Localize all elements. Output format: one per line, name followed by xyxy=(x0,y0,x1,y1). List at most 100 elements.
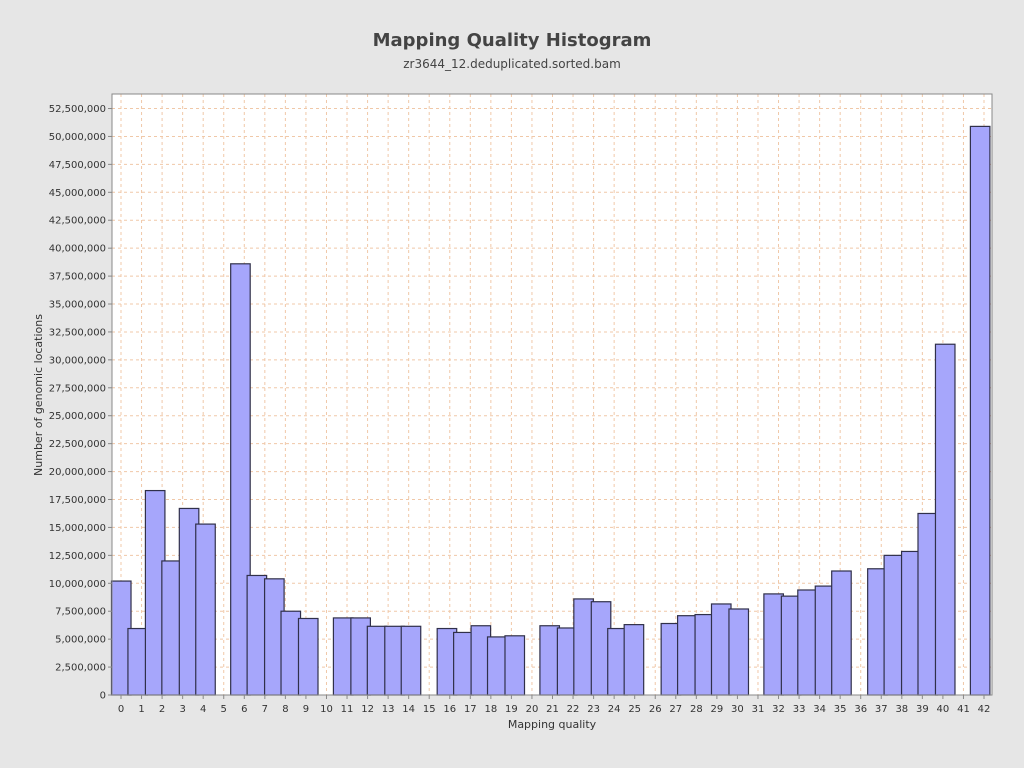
x-tick-label: 26 xyxy=(649,704,662,715)
y-tick-label: 12,500,000 xyxy=(49,551,106,562)
y-tick-label: 35,000,000 xyxy=(49,300,106,311)
x-tick-label: 23 xyxy=(587,704,600,715)
histogram-bar xyxy=(280,610,302,696)
x-tick-label: 24 xyxy=(608,704,621,715)
y-tick-label: 50,000,000 xyxy=(49,132,106,143)
y-tick-label: 7,500,000 xyxy=(55,607,106,618)
bars xyxy=(110,125,991,696)
y-tick-label: 22,500,000 xyxy=(49,439,106,450)
x-tick-label: 18 xyxy=(484,704,497,715)
x-tick-label: 5 xyxy=(221,704,227,715)
x-tick-label: 42 xyxy=(978,704,991,715)
x-tick-label: 38 xyxy=(895,704,908,715)
x-tick-label: 11 xyxy=(341,704,354,715)
chart-title: Mapping Quality Histogram xyxy=(372,30,652,51)
histogram-bar xyxy=(710,603,732,696)
histogram-bar xyxy=(883,554,905,696)
x-tick-label: 31 xyxy=(752,704,765,715)
x-tick-label: 33 xyxy=(793,704,806,715)
x-tick-label: 22 xyxy=(567,704,580,715)
histogram-bar xyxy=(969,125,991,696)
histogram-bar xyxy=(539,625,561,696)
x-tick-label: 1 xyxy=(138,704,144,715)
histogram-bar xyxy=(246,574,268,696)
x-tick-label: 7 xyxy=(262,704,268,715)
chart-subtitle: zr3644_12.deduplicated.sorted.bam xyxy=(403,57,621,71)
y-tick-label: 37,500,000 xyxy=(49,272,106,283)
y-tick-label: 20,000,000 xyxy=(49,467,106,478)
x-tick-label: 30 xyxy=(731,704,744,715)
histogram-bar xyxy=(195,523,216,696)
x-tick-label: 2 xyxy=(159,704,165,715)
histogram-bar xyxy=(934,343,956,696)
y-tick-label: 30,000,000 xyxy=(49,355,106,366)
y-tick-label: 32,500,000 xyxy=(49,327,106,338)
x-tick-label: 14 xyxy=(402,704,415,715)
histogram-bar xyxy=(917,512,939,696)
x-tick-label: 10 xyxy=(320,704,333,715)
y-tick-label: 17,500,000 xyxy=(49,495,106,506)
histogram-bar xyxy=(728,608,750,696)
x-tick-label: 13 xyxy=(382,704,395,715)
histogram-bar xyxy=(676,615,698,696)
histogram-bar xyxy=(797,589,818,696)
x-tick-label: 32 xyxy=(772,704,785,715)
x-tick-label: 37 xyxy=(875,704,888,715)
x-tick-label: 27 xyxy=(669,704,682,715)
y-tick-label: 5,000,000 xyxy=(55,635,106,646)
plot-border xyxy=(111,93,993,696)
histogram-bar xyxy=(831,570,852,696)
y-tick-label: 45,000,000 xyxy=(49,188,106,199)
histogram-bar xyxy=(366,625,388,696)
y-tick-label: 25,000,000 xyxy=(49,411,106,422)
x-tick-label: 9 xyxy=(303,704,309,715)
y-tick-label: 27,500,000 xyxy=(49,383,106,394)
x-tick-label: 41 xyxy=(957,704,970,715)
x-tick-label: 25 xyxy=(628,704,641,715)
x-tick-label: 39 xyxy=(916,704,929,715)
x-tick-labels: 0 1 2 3 4 5 6 7 8 9 10 11 12 13 14 15 16 17 18 19 20 21 22 23 24… xyxy=(118,704,991,715)
x-tick-label: 6 xyxy=(241,704,247,715)
histogram-bar xyxy=(573,598,594,696)
x-tick-label: 29 xyxy=(711,704,724,715)
histogram-bar xyxy=(297,617,319,696)
x-axis-label: Mapping quality xyxy=(508,718,597,731)
y-tick-label: 15,000,000 xyxy=(49,523,106,534)
histogram-bar xyxy=(453,631,474,696)
y-tick-label: 42,500,000 xyxy=(49,216,106,227)
histogram-bar xyxy=(486,636,508,696)
y-tick-label: 52,500,000 xyxy=(49,104,106,115)
y-tick-labels: 0 2,500,000 5,000,000 7,500,000 10,000,000 12… xyxy=(49,104,106,701)
histogram-bar xyxy=(504,635,526,696)
y-tick-label: 2,500,000 xyxy=(55,663,106,674)
histogram-bar xyxy=(623,624,645,696)
y-tick-label: 47,500,000 xyxy=(49,160,106,171)
y-tick-label: 0 xyxy=(100,691,106,702)
x-tick-label: 0 xyxy=(118,704,124,715)
histogram-bar xyxy=(161,560,182,696)
histogram-bar xyxy=(400,625,422,696)
x-tick-label: 20 xyxy=(526,704,539,715)
x-tick-label: 8 xyxy=(282,704,288,715)
x-tick-label: 19 xyxy=(505,704,518,715)
y-tick-label: 10,000,000 xyxy=(49,579,106,590)
histogram-bar xyxy=(763,593,785,696)
histogram-bar xyxy=(127,627,149,696)
x-tick-label: 3 xyxy=(179,704,185,715)
x-tick-label: 21 xyxy=(546,704,559,715)
x-tick-label: 12 xyxy=(361,704,374,715)
y-tick-label: 40,000,000 xyxy=(49,244,106,255)
x-tick-label: 34 xyxy=(813,704,826,715)
x-tick-label: 4 xyxy=(200,704,206,715)
x-tick-label: 15 xyxy=(423,704,436,715)
histogram-bar xyxy=(332,617,354,696)
x-tick-label: 17 xyxy=(464,704,477,715)
x-tick-label: 36 xyxy=(854,704,867,715)
x-tick-label: 28 xyxy=(690,704,703,715)
x-tick-label: 40 xyxy=(937,704,950,715)
axes xyxy=(108,93,993,699)
y-axis-label: Number of genomic locations xyxy=(32,314,45,476)
x-tick-label: 35 xyxy=(834,704,847,715)
